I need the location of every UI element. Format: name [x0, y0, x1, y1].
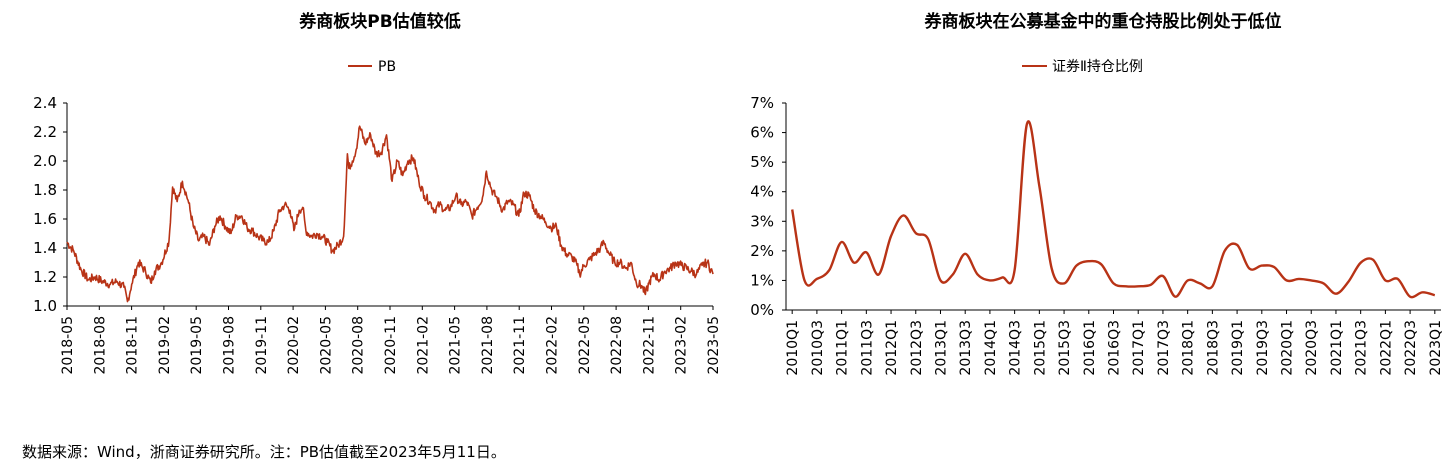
- pb-x-tick-label: 2021-11: [512, 316, 528, 375]
- pb-y-tick-label: 2.0: [33, 152, 57, 170]
- fund-x-tick-label: 2014Q1: [983, 320, 999, 376]
- pb-x-tick-label: 2022-05: [577, 316, 593, 375]
- fund-holding-chart-title: 券商板块在公募基金中的重仓持股比例处于低位: [924, 11, 1282, 32]
- fund-x-tick-label: 2018Q3: [1205, 320, 1221, 376]
- fund-x-tick-label: 2016Q3: [1107, 320, 1123, 376]
- fund-x-tick-label: 2015Q3: [1057, 320, 1073, 376]
- fund-y-tick-label: 2%: [750, 242, 774, 260]
- fund-holding-chart: 券商板块在公募基金中的重仓持股比例处于低位 证券Ⅱ持仓比例 0% 1% 2% 3% 4%…: [750, 11, 1444, 376]
- fund-holding-chart-y-ticks: 0% 1% 2% 3% 4% 5% 6% 7%: [750, 94, 786, 319]
- pb-y-tick-label: 2.4: [33, 94, 57, 112]
- pb-x-tick-label: 2023-05: [706, 316, 722, 375]
- pb-y-tick-label: 1.6: [33, 210, 57, 228]
- pb-x-tick-label: 2020-11: [383, 316, 399, 375]
- fund-x-tick-label: 2010Q1: [785, 320, 801, 376]
- fund-x-tick-label: 2012Q1: [884, 320, 900, 376]
- pb-y-tick-label: 2.2: [33, 123, 57, 141]
- pb-chart-title: 券商板块PB估值较低: [298, 11, 460, 32]
- fund-x-tick-label: 2011Q1: [835, 320, 851, 376]
- fund-x-tick-label: 2020Q3: [1304, 320, 1320, 376]
- pb-chart: 券商板块PB估值较低 PB 1.0 1.2 1.4 1.6 1.8 2.0 2.2 2.4 2…: [33, 11, 722, 375]
- fund-holding-chart-x-ticks: 2010Q1 2010Q3 2011Q1 2011Q3 2012Q1 2012Q3 2013…: [785, 310, 1444, 376]
- fund-x-tick-label: 2019Q3: [1255, 320, 1271, 376]
- pb-x-tick-label: 2020-05: [318, 316, 334, 375]
- pb-x-tick-label: 2020-02: [286, 316, 302, 375]
- fund-holding-chart-legend: 证券Ⅱ持仓比例: [1022, 59, 1143, 75]
- fund-x-tick-label: 2018Q1: [1181, 320, 1197, 376]
- pb-x-tick-label: 2023-02: [674, 316, 690, 375]
- pb-x-tick-label: 2021-08: [480, 316, 496, 375]
- fund-x-tick-label: 2017Q1: [1131, 320, 1147, 376]
- fund-y-tick-label: 4%: [750, 183, 774, 201]
- pb-x-tick-label: 2021-02: [415, 316, 431, 375]
- fund-x-tick-label: 2014Q3: [1008, 320, 1024, 376]
- fund-holding-legend-label: 证券Ⅱ持仓比例: [1052, 59, 1143, 75]
- pb-x-tick-label: 2018-08: [92, 316, 108, 375]
- pb-x-tick-label: 2019-02: [157, 316, 173, 375]
- pb-y-tick-label: 1.0: [33, 297, 57, 315]
- fund-x-tick-label: 2021Q1: [1329, 320, 1345, 376]
- source-note: 数据来源：Wind，浙商证券研究所。注：PB估值截至2023年5月11日。: [22, 443, 506, 461]
- pb-legend-label: PB: [378, 59, 396, 75]
- pb-x-tick-label: 2019-05: [189, 316, 205, 375]
- pb-x-tick-label: 2018-05: [60, 316, 76, 375]
- pb-y-tick-label: 1.8: [33, 181, 57, 199]
- fund-x-tick-label: 2022Q1: [1378, 320, 1394, 376]
- pb-y-tick-label: 1.4: [33, 239, 57, 257]
- pb-x-tick-label: 2022-02: [545, 316, 561, 375]
- fund-x-tick-label: 2013Q3: [958, 320, 974, 376]
- pb-x-tick-label: 2021-05: [448, 316, 464, 375]
- fund-y-tick-label: 3%: [750, 212, 774, 230]
- pb-x-tick-label: 2022-11: [641, 316, 657, 375]
- fund-x-tick-label: 2016Q1: [1082, 320, 1098, 376]
- pb-chart-axes: [66, 103, 713, 307]
- fund-x-tick-label: 2011Q3: [859, 320, 875, 376]
- pb-series-line: [66, 125, 714, 303]
- pb-x-tick-label: 2020-08: [351, 316, 367, 375]
- pb-chart-legend: PB: [348, 59, 396, 75]
- fund-y-tick-label: 1%: [750, 271, 774, 289]
- fund-holding-chart-axes: [785, 103, 1441, 311]
- fund-x-tick-label: 2013Q1: [933, 320, 949, 376]
- fund-y-tick-label: 5%: [750, 153, 774, 171]
- fund-x-tick-label: 2022Q3: [1403, 320, 1419, 376]
- pb-chart-x-ticks: 2018-05 2018-08 2018-11 2019-02 2019-05 2019-…: [60, 306, 722, 375]
- fund-x-tick-label: 2019Q1: [1230, 320, 1246, 376]
- fund-y-tick-label: 0%: [750, 301, 774, 319]
- pb-x-tick-label: 2022-08: [609, 316, 625, 375]
- fund-holding-series-line: [791, 120, 1436, 299]
- pb-x-tick-label: 2019-08: [222, 316, 238, 375]
- fund-x-tick-label: 2012Q3: [909, 320, 925, 376]
- pb-x-tick-label: 2018-11: [125, 316, 141, 375]
- fund-y-tick-label: 7%: [750, 94, 774, 112]
- pb-chart-y-ticks: 1.0 1.2 1.4 1.6 1.8 2.0 2.2 2.4: [33, 94, 67, 315]
- pb-x-tick-label: 2019-11: [254, 316, 270, 375]
- fund-x-tick-label: 2023Q1: [1428, 320, 1444, 376]
- fund-x-tick-label: 2010Q3: [810, 320, 826, 376]
- fund-y-tick-label: 6%: [750, 124, 774, 142]
- pb-y-tick-label: 1.2: [33, 268, 57, 286]
- fund-x-tick-label: 2020Q1: [1280, 320, 1296, 376]
- fund-x-tick-label: 2021Q3: [1354, 320, 1370, 376]
- fund-x-tick-label: 2015Q1: [1032, 320, 1048, 376]
- fund-x-tick-label: 2017Q3: [1156, 320, 1172, 376]
